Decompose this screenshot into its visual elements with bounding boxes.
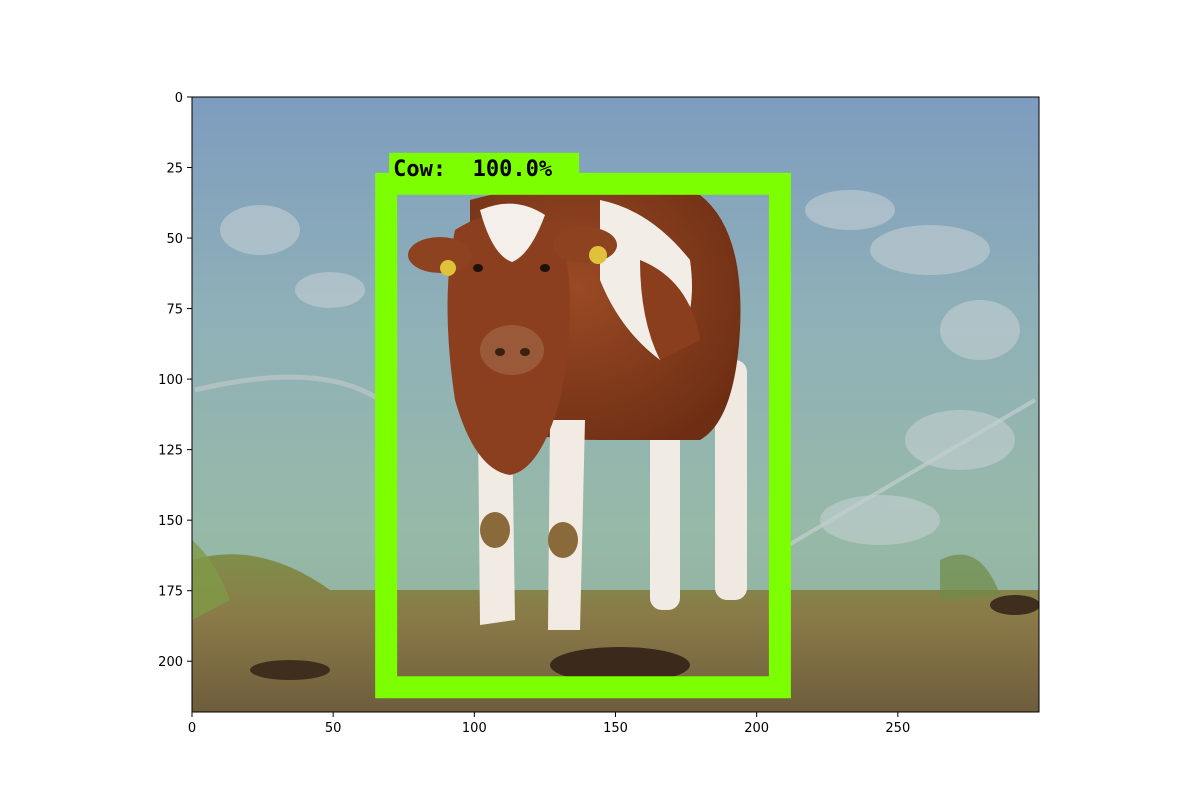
detection-label-background [389,152,580,187]
y-tick-label: 25 [166,162,183,177]
x-tick-label: 250 [885,721,910,736]
detection-label: Cow: 100.0% [393,157,553,182]
y-axis-ticks: 0 25 50 75 100 125 150 175 200 [158,91,192,670]
cow-photo [192,97,1039,712]
x-tick-label: 150 [603,721,628,736]
y-tick-label: 200 [158,655,183,670]
y-tick-label: 50 [166,232,183,247]
y-tick-label: 0 [175,91,183,106]
detection-overlay: Cow: 100.0% [375,152,791,699]
y-tick-label: 175 [158,585,183,600]
y-tick-label: 150 [158,514,183,529]
y-tick-label: 125 [158,444,183,459]
x-axis-ticks: 0 50 100 150 200 250 [188,712,910,736]
x-tick-label: 100 [462,721,487,736]
x-tick-label: 50 [325,721,342,736]
y-tick-label: 75 [166,303,183,318]
x-tick-label: 0 [188,721,196,736]
detection-box [375,172,791,699]
y-tick-label: 100 [158,373,183,388]
x-tick-label: 200 [744,721,769,736]
cow-illustration [408,186,747,630]
